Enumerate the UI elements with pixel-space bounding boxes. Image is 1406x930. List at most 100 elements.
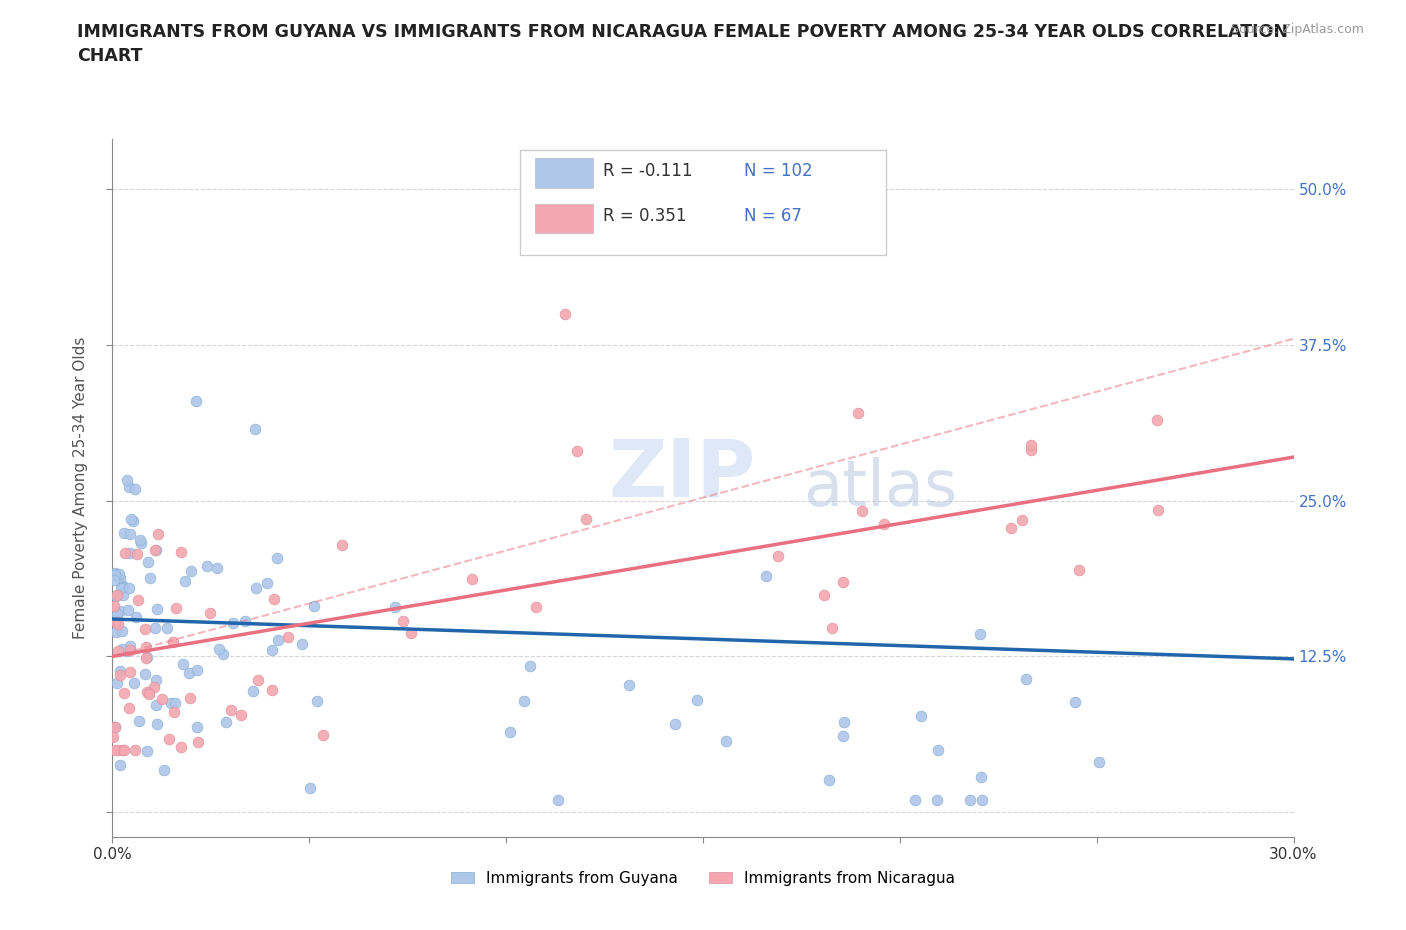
Point [136,744,159,759]
Point [104,719,127,734]
Point [219,702,242,717]
Point [169,544,191,559]
FancyBboxPatch shape [536,158,593,188]
Point [135,640,157,655]
Point [547,792,569,807]
Point [277,630,299,644]
Point [927,742,949,757]
Point [145,542,167,557]
Point [105,624,128,639]
Point [150,691,173,706]
Point [124,482,146,497]
Point [128,532,150,547]
Point [129,536,152,551]
Point [156,620,179,635]
Point [107,644,129,659]
Point [307,693,329,708]
Point [146,602,169,617]
Point [104,720,127,735]
Point [910,709,932,724]
Point [105,615,128,630]
Point [108,604,131,618]
Point [118,701,141,716]
Point [159,696,181,711]
Text: N = 67: N = 67 [744,207,803,225]
Point [103,573,125,588]
Point [110,570,132,585]
Point [1011,512,1033,527]
Point [110,664,132,679]
Text: Source: ZipAtlas.com: Source: ZipAtlas.com [1230,23,1364,36]
Point [145,698,167,712]
Point [122,675,145,690]
Point [904,792,927,807]
Point [111,742,134,757]
Point [184,393,207,408]
FancyBboxPatch shape [536,204,593,233]
Point [330,538,353,552]
Point [664,717,686,732]
Point [851,503,873,518]
Point [128,713,150,728]
Point [312,727,335,742]
Point [243,421,266,436]
Point [256,576,278,591]
Point [1146,502,1168,517]
Point [112,525,135,540]
Point [115,472,138,487]
Point [111,588,134,603]
Point [157,731,180,746]
Point [118,480,141,495]
Point [114,546,136,561]
Point [575,512,598,526]
Point [162,635,184,650]
Point [170,739,193,754]
Point [498,724,520,739]
Point [222,616,245,631]
Point [127,547,149,562]
Point [163,705,186,720]
Point [617,678,640,693]
Point [1067,563,1090,578]
Point [105,607,128,622]
Point [177,666,200,681]
Point [103,613,125,628]
Text: R = 0.351: R = 0.351 [603,207,686,225]
Point [104,742,127,757]
Point [111,579,134,594]
Point [104,589,127,604]
Point [1019,437,1042,452]
Point [1000,521,1022,536]
Point [152,763,174,777]
Point [818,773,841,788]
Point [959,792,981,807]
Point [399,625,422,640]
Point [262,683,284,698]
Point [212,646,235,661]
FancyBboxPatch shape [520,150,886,255]
Point [105,675,128,690]
Text: ZIP: ZIP [609,435,756,513]
Point [118,526,141,541]
Point [716,734,738,749]
Point [108,758,131,773]
Point [291,637,314,652]
Point [138,684,160,699]
Point [107,617,129,631]
Point [1015,671,1038,686]
Point [208,641,231,656]
Point [460,572,482,587]
Point [242,684,264,698]
Point [104,567,127,582]
Point [180,564,202,578]
Point [519,659,541,674]
Point [229,708,252,723]
Point [245,580,267,595]
Point [107,588,129,603]
Point [103,599,125,614]
Point [117,602,139,617]
Point [1063,694,1085,709]
Point [145,672,167,687]
Point [179,690,201,705]
Point [124,742,146,757]
